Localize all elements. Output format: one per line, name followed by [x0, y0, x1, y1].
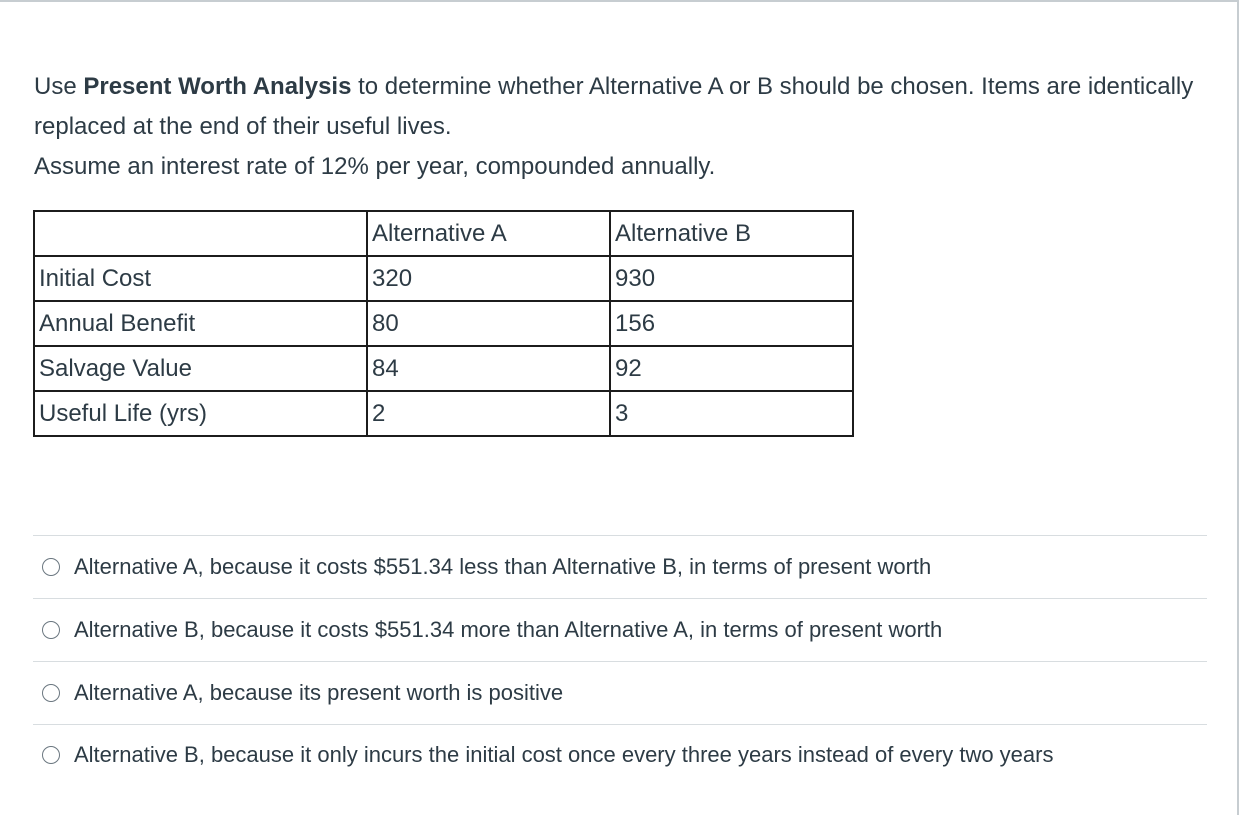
- radio-button[interactable]: [42, 558, 60, 576]
- row-label: Initial Cost: [33, 255, 368, 302]
- question-prefix: Use: [34, 73, 84, 100]
- row-label: Annual Benefit: [33, 300, 368, 347]
- row-label: Useful Life (yrs): [33, 390, 368, 437]
- table-cell: 3: [609, 390, 854, 437]
- answer-option-3[interactable]: Alternative A, because its present worth…: [33, 661, 1207, 724]
- table-header-cell: Alternative A: [366, 210, 611, 257]
- table-cell: 320: [366, 255, 611, 302]
- table-header-row: Alternative A Alternative B: [33, 210, 854, 257]
- table-cell: 80: [366, 300, 611, 347]
- question-paragraph-2: Assume an interest rate of 12% per year,…: [34, 153, 716, 180]
- answer-label: Alternative A, because it costs $551.34 …: [74, 554, 932, 579]
- table-cell: 2: [366, 390, 611, 437]
- question-paragraph-1: Use Present Worth Analysis to determine …: [34, 67, 1204, 147]
- table-row: Useful Life (yrs) 2 3: [33, 390, 854, 437]
- table-cell: 84: [366, 345, 611, 392]
- table-row: Initial Cost 320 930: [33, 255, 854, 302]
- answer-label: Alternative B, because it only incurs th…: [74, 742, 1054, 767]
- radio-button[interactable]: [42, 684, 60, 702]
- table-header-cell: [33, 210, 368, 257]
- row-label: Salvage Value: [33, 345, 368, 392]
- alternatives-table: Alternative A Alternative B Initial Cost…: [33, 210, 854, 437]
- question-rest: to determine whether Alternative A or B …: [34, 73, 1194, 140]
- answer-label: Alternative B, because it costs $551.34 …: [74, 617, 943, 642]
- answer-list: Alternative A, because it costs $551.34 …: [33, 535, 1207, 785]
- question-text: Use Present Worth Analysis to determine …: [34, 67, 1204, 187]
- table-header-cell: Alternative B: [609, 210, 854, 257]
- table-cell: 156: [609, 300, 854, 347]
- answer-label: Alternative A, because its present worth…: [74, 680, 564, 705]
- table-row: Annual Benefit 80 156: [33, 300, 854, 347]
- radio-button[interactable]: [42, 621, 60, 639]
- table-cell: 92: [609, 345, 854, 392]
- table-cell: 930: [609, 255, 854, 302]
- question-bold-term: Present Worth Analysis: [83, 73, 352, 100]
- answer-option-1[interactable]: Alternative A, because it costs $551.34 …: [33, 535, 1207, 598]
- radio-button[interactable]: [42, 746, 60, 764]
- answer-option-2[interactable]: Alternative B, because it costs $551.34 …: [33, 598, 1207, 661]
- table-row: Salvage Value 84 92: [33, 345, 854, 392]
- answer-option-4[interactable]: Alternative B, because it only incurs th…: [33, 724, 1207, 785]
